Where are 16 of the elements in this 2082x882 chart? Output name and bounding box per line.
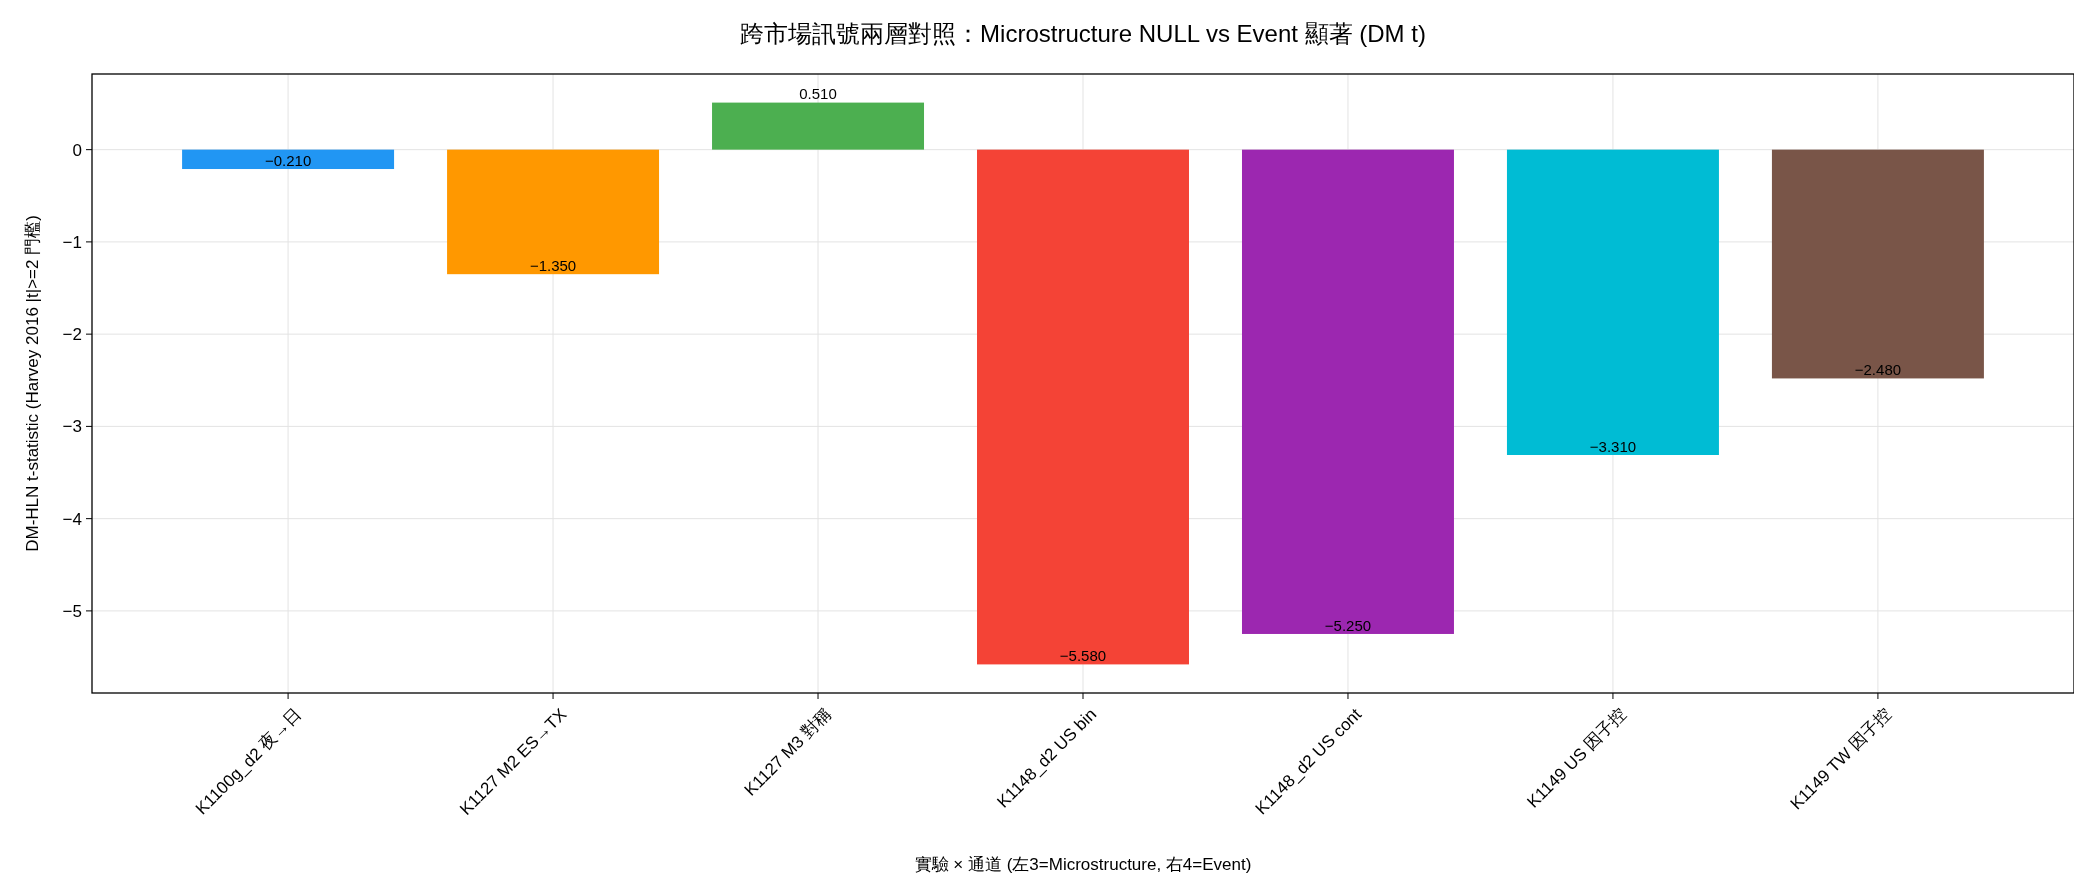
y-tick-label: −1 (62, 232, 82, 252)
y-tick-label: −3 (62, 417, 82, 437)
data-label: −1.350 (529, 257, 577, 275)
y-axis-title: DM-HLN t-statistic (Harvey 2016 |t|>=2 門檻) (23, 215, 42, 552)
data-label: −2.480 (1854, 361, 1902, 379)
y-tick-label: −5 (62, 601, 82, 621)
data-label: −0.210 (264, 152, 312, 170)
y-tick-label: −4 (62, 509, 82, 529)
x-axis-title: 實驗 × 通道 (左3=Microstructure, 右4=Event) (914, 855, 1252, 874)
y-tick-label: −2 (62, 325, 82, 345)
data-label: −3.310 (1589, 437, 1637, 455)
chart-title: 跨市場訊號兩層對照：Microstructure NULL vs Event 顯著 (DM t) (740, 20, 1426, 47)
data-label: −5.580 (1059, 647, 1107, 665)
y-tick-label: 0 (72, 140, 82, 160)
data-label: −5.250 (1324, 616, 1372, 634)
data-label: 0.510 (799, 84, 837, 102)
